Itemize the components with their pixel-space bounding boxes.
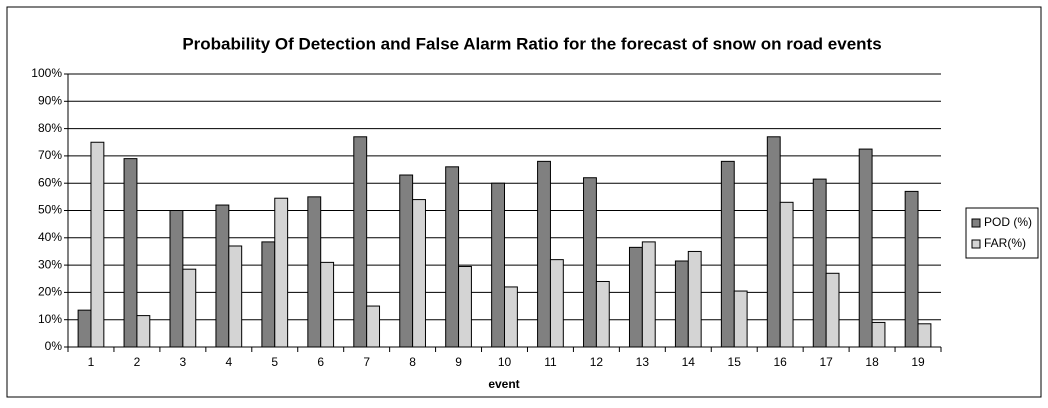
bar — [812, 178, 827, 348]
x-tick-label: 3 — [180, 355, 187, 369]
bar — [595, 280, 610, 348]
y-tick-label: 100% — [31, 66, 62, 80]
x-tick-label: 8 — [409, 355, 416, 369]
bar — [917, 323, 932, 348]
bar — [779, 201, 794, 348]
x-tick-label: 5 — [271, 355, 278, 369]
bar — [628, 246, 643, 348]
bar — [261, 241, 276, 348]
bar — [537, 160, 551, 348]
legend-swatch — [971, 239, 981, 249]
bar — [77, 309, 92, 348]
bar — [366, 305, 381, 348]
bar — [458, 265, 472, 348]
bar — [320, 261, 335, 348]
bar — [549, 259, 564, 348]
x-tick-label: 11 — [544, 355, 557, 369]
bar — [641, 241, 656, 348]
bar — [90, 141, 105, 348]
bar — [353, 136, 368, 348]
chart-title: Probability Of Detection and False Alarm… — [182, 34, 881, 53]
bar — [825, 272, 840, 348]
y-tick-label: 0% — [45, 339, 63, 353]
y-tick-label: 50% — [38, 203, 62, 217]
x-tick-label: 16 — [774, 355, 788, 369]
x-tick-label: 19 — [911, 355, 925, 369]
bar — [123, 158, 138, 348]
x-tick-label: 18 — [865, 355, 879, 369]
bar — [307, 196, 322, 348]
x-tick-label: 4 — [225, 355, 232, 369]
bar — [491, 182, 505, 348]
legend-label: FAR(%) — [984, 236, 1026, 250]
bar — [733, 290, 748, 348]
x-tick-label: 15 — [728, 355, 742, 369]
bar — [687, 250, 702, 348]
legend-label: POD (%) — [984, 215, 1032, 229]
x-tick-label: 1 — [88, 355, 95, 369]
x-tick-label: 13 — [636, 355, 650, 369]
y-tick-label: 10% — [38, 312, 62, 326]
bar — [766, 136, 781, 348]
x-axis-label: event — [488, 377, 519, 391]
y-tick-label: 80% — [38, 121, 62, 135]
bar — [136, 315, 151, 348]
bar — [674, 260, 689, 348]
x-tick-label: 14 — [682, 355, 696, 369]
y-tick-label: 70% — [38, 148, 62, 162]
x-tick-label: 12 — [590, 355, 604, 369]
legend-swatch — [971, 218, 981, 228]
x-tick-label: 7 — [363, 355, 370, 369]
y-tick-label: 30% — [38, 257, 62, 271]
bar — [904, 190, 919, 348]
bar — [215, 204, 230, 348]
bar — [445, 166, 460, 348]
bar — [228, 245, 243, 348]
bar — [169, 210, 184, 348]
y-tick-label: 40% — [38, 230, 62, 244]
bar — [858, 148, 873, 348]
bar — [274, 197, 289, 348]
x-tick-label: 2 — [134, 355, 141, 369]
x-tick-label: 17 — [819, 355, 833, 369]
chart-border — [6, 6, 1042, 398]
bar — [504, 286, 518, 348]
bar — [412, 199, 426, 348]
x-tick-label: 9 — [455, 355, 462, 369]
y-tick-label: 90% — [38, 93, 62, 107]
bar — [182, 268, 197, 348]
bar — [583, 177, 597, 348]
bar — [399, 174, 414, 348]
bar — [720, 160, 735, 348]
x-tick-label: 6 — [317, 355, 324, 369]
legend-box — [965, 207, 1039, 259]
y-tick-label: 60% — [38, 175, 62, 189]
x-tick-label: 10 — [498, 355, 512, 369]
y-tick-label: 20% — [38, 285, 62, 299]
bar — [871, 321, 886, 348]
